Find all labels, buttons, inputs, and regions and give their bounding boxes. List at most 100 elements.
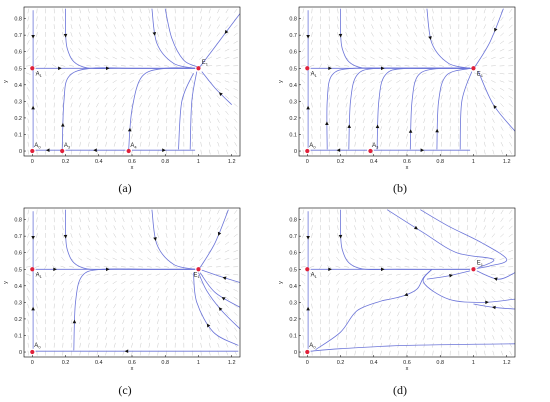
y-tick-label: 0.4 bbox=[289, 284, 297, 290]
field-arrow bbox=[138, 72, 143, 75]
field-arrow bbox=[449, 94, 451, 100]
field-arrow bbox=[483, 32, 487, 37]
x-tick-label: 0.8 bbox=[436, 159, 444, 165]
field-arrow bbox=[491, 241, 496, 246]
field-arrow bbox=[36, 334, 38, 340]
field-arrow bbox=[122, 8, 125, 14]
field-arrow bbox=[130, 87, 134, 92]
field-arrow bbox=[345, 32, 348, 37]
field-arrow bbox=[233, 296, 238, 300]
field-arrow bbox=[509, 126, 513, 131]
field-arrow bbox=[508, 118, 513, 123]
field-arrow bbox=[164, 280, 169, 285]
field-arrow bbox=[62, 16, 64, 22]
field-arrow bbox=[113, 327, 116, 332]
field-arrow bbox=[156, 225, 159, 230]
field-arrow bbox=[466, 24, 469, 30]
field-arrow bbox=[130, 241, 134, 246]
field-arrow bbox=[233, 281, 239, 284]
direction-arrow bbox=[381, 66, 385, 71]
field-arrow bbox=[121, 241, 125, 246]
field-arrow bbox=[362, 311, 365, 317]
field-arrow bbox=[354, 319, 357, 325]
field-arrow bbox=[345, 295, 348, 301]
y-tick-label: 0.7 bbox=[14, 234, 22, 240]
field-arrow bbox=[466, 209, 468, 215]
field-arrow bbox=[173, 256, 177, 262]
field-arrow bbox=[405, 217, 409, 223]
field-arrow bbox=[508, 48, 513, 52]
field-arrow bbox=[490, 72, 496, 75]
field-arrow bbox=[139, 233, 143, 238]
field-arrow bbox=[302, 350, 304, 356]
field-arrow bbox=[414, 40, 418, 45]
y-tick-label: 0.7 bbox=[289, 33, 297, 39]
field-arrow bbox=[79, 209, 82, 215]
field-arrow bbox=[103, 266, 109, 268]
field-arrow bbox=[482, 56, 488, 60]
field-arrow bbox=[361, 266, 367, 268]
field-arrow bbox=[233, 57, 239, 59]
field-arrow bbox=[139, 241, 143, 246]
y-tick-label: 0.8 bbox=[289, 17, 297, 23]
direction-arrow bbox=[217, 231, 222, 236]
field-arrow bbox=[130, 95, 134, 100]
field-arrow bbox=[405, 24, 409, 29]
field-arrow bbox=[95, 257, 100, 261]
field-arrow bbox=[301, 40, 305, 45]
field-arrow bbox=[432, 133, 434, 139]
field-arrow bbox=[302, 141, 304, 147]
field-arrow bbox=[421, 65, 427, 67]
y-tick-label: 0 bbox=[19, 149, 22, 155]
direction-arrow bbox=[336, 148, 341, 152]
field-arrow bbox=[225, 327, 229, 332]
equilibrium-label: E1 bbox=[477, 72, 484, 79]
field-arrow bbox=[431, 303, 434, 309]
field-arrow bbox=[311, 102, 313, 108]
field-arrow bbox=[447, 64, 453, 68]
equilibrium-label: A1 bbox=[36, 273, 43, 280]
field-arrow bbox=[53, 24, 55, 30]
field-arrow bbox=[78, 56, 83, 60]
field-arrow bbox=[439, 257, 444, 261]
field-arrow bbox=[344, 79, 349, 84]
field-arrow bbox=[404, 280, 410, 285]
field-arrow bbox=[27, 327, 30, 332]
field-arrow bbox=[95, 288, 100, 293]
field-arrow bbox=[26, 40, 30, 45]
field-arrow bbox=[475, 102, 478, 108]
field-arrow bbox=[508, 249, 513, 253]
field-arrow bbox=[36, 319, 38, 325]
x-axis-label: x bbox=[131, 366, 134, 372]
field-arrow bbox=[87, 87, 91, 92]
field-arrow bbox=[449, 102, 451, 108]
field-arrow bbox=[361, 48, 366, 53]
field-arrow bbox=[423, 126, 426, 131]
field-arrow bbox=[370, 280, 375, 285]
field-arrow bbox=[423, 311, 426, 317]
field-arrow bbox=[475, 126, 477, 131]
trajectory bbox=[73, 268, 196, 351]
field-arrow bbox=[233, 80, 239, 83]
direction-arrow bbox=[31, 306, 35, 311]
equilibrium-label-subscript: 0 bbox=[313, 345, 316, 350]
field-arrow bbox=[95, 72, 100, 75]
field-arrow bbox=[200, 334, 202, 340]
field-arrow bbox=[147, 241, 151, 246]
field-arrow bbox=[379, 40, 383, 45]
field-arrow bbox=[113, 8, 116, 14]
field-arrow bbox=[405, 249, 409, 253]
field-arrow bbox=[156, 295, 160, 301]
field-arrow bbox=[483, 102, 487, 108]
field-arrow bbox=[53, 39, 55, 45]
field-arrow bbox=[217, 118, 220, 123]
field-arrow bbox=[500, 95, 505, 99]
field-arrow bbox=[70, 334, 73, 340]
field-arrow bbox=[466, 39, 469, 45]
field-arrow bbox=[130, 288, 134, 293]
field-arrow bbox=[190, 64, 195, 67]
field-arrow bbox=[413, 56, 418, 60]
direction-arrow bbox=[328, 66, 332, 71]
field-arrow bbox=[147, 48, 151, 53]
field-arrow bbox=[27, 149, 29, 155]
